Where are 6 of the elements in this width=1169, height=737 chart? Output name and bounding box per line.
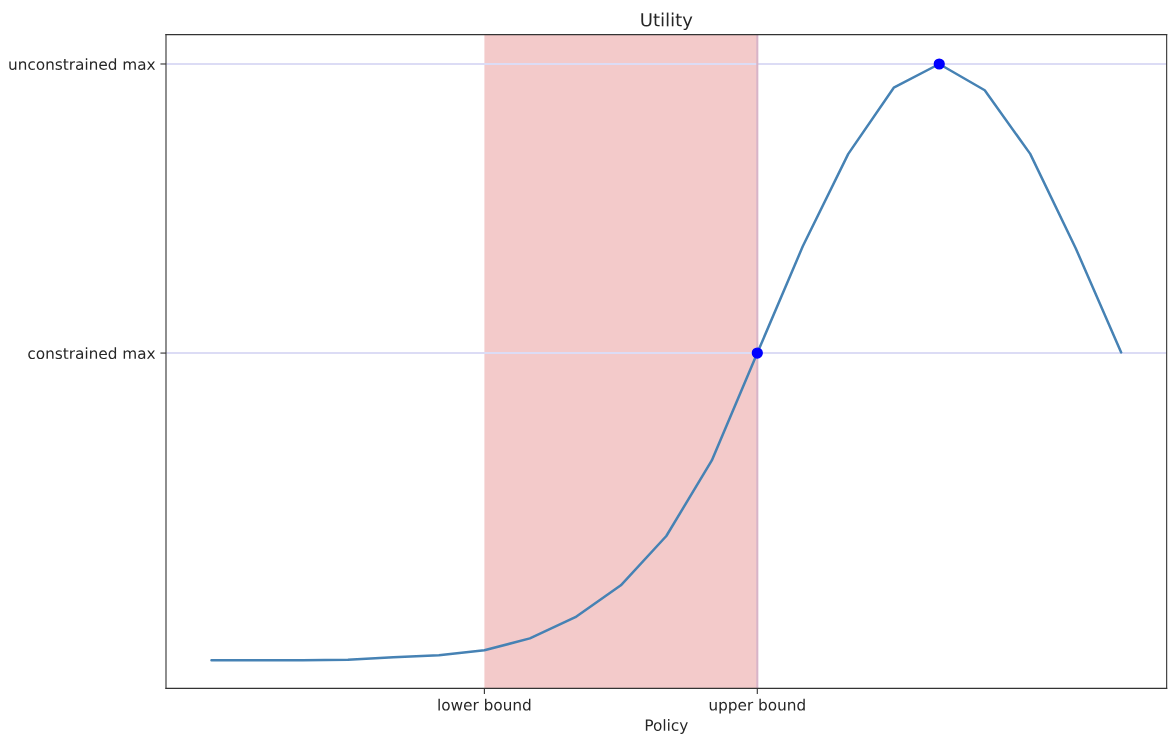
x-tick-label: upper bound: [709, 698, 805, 714]
ref-line-label: unconstrained max: [9, 58, 156, 71]
ref-line-label: constrained max: [28, 347, 156, 360]
x-axis-title: Policy: [645, 719, 688, 734]
x-tick-label: lower bound: [438, 698, 531, 711]
chart-title: Utility: [641, 12, 693, 31]
